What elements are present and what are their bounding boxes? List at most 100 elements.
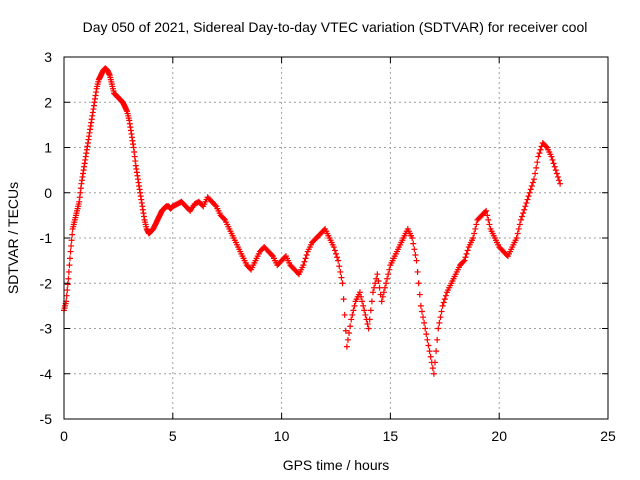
data-point [525, 193, 532, 200]
data-point [412, 251, 419, 258]
data-point [342, 327, 349, 334]
data-point [527, 186, 534, 193]
data-point [523, 199, 530, 206]
data-point [349, 311, 356, 318]
data-point [333, 250, 339, 257]
data-point [361, 307, 368, 314]
data-point [414, 268, 421, 275]
data-point [364, 320, 371, 327]
data-point [68, 242, 75, 249]
data-point [383, 280, 390, 287]
data-point [356, 289, 363, 296]
data-point [526, 189, 533, 196]
data-point [513, 235, 520, 241]
data-point [421, 319, 428, 326]
data-point [529, 179, 536, 186]
data-point [410, 240, 417, 247]
data-point [69, 231, 76, 238]
data-point [531, 176, 538, 183]
data-point [517, 216, 524, 223]
data-point [550, 160, 557, 167]
data-point [462, 254, 469, 261]
data-point [422, 325, 429, 332]
y-tick-label: -1 [40, 230, 53, 246]
data-point [520, 210, 527, 217]
data-point [521, 206, 528, 213]
data-point [535, 153, 542, 160]
data-point [220, 215, 227, 222]
data-point [432, 359, 439, 366]
data-point [359, 298, 366, 305]
data-point [343, 343, 350, 350]
data-point [300, 262, 307, 269]
data-point [330, 244, 337, 251]
x-tick-label: 10 [274, 428, 290, 444]
data-point [516, 221, 523, 228]
data-point [486, 221, 493, 228]
data-point [386, 266, 393, 273]
data-point [376, 284, 383, 291]
data-point [470, 235, 477, 241]
data-point [350, 307, 357, 314]
data-point [351, 302, 358, 309]
data-point [68, 237, 75, 244]
data-point [549, 156, 556, 163]
data-point [368, 298, 375, 305]
data-point [441, 296, 448, 303]
data-point [303, 251, 310, 258]
data-point [472, 225, 479, 232]
data-point [552, 167, 559, 174]
y-axis-ticks: 3 2 1 0 -1 -2 -3 -4 -5 [40, 49, 608, 427]
x-tick-label: 25 [600, 428, 616, 444]
x-axis-label: GPS time / hours [283, 457, 390, 473]
data-point [433, 348, 440, 355]
data-point [434, 336, 441, 343]
data-point [413, 257, 420, 264]
data-point [548, 153, 555, 160]
data-point [556, 177, 563, 184]
data-point [66, 262, 73, 269]
data-point [542, 143, 549, 150]
data-point [362, 311, 369, 318]
data-point [65, 275, 72, 282]
data-point [378, 298, 385, 305]
data-point [346, 330, 353, 337]
data-point [442, 292, 449, 299]
data-point [485, 216, 492, 223]
y-tick-label: 2 [44, 94, 52, 110]
x-tick-label: 0 [60, 428, 68, 444]
data-point [381, 284, 388, 291]
data-point [67, 248, 74, 255]
data-point [427, 353, 434, 360]
data-point [424, 336, 431, 343]
data-point [514, 230, 521, 237]
data-point [435, 325, 442, 332]
data-point [554, 173, 561, 180]
data-point [268, 251, 275, 258]
data-point [438, 308, 445, 315]
data-point [375, 277, 382, 284]
data-point [409, 235, 416, 241]
x-tick-label: 15 [383, 428, 399, 444]
data-point [372, 280, 379, 287]
data-point [331, 247, 338, 254]
data-point [63, 292, 70, 299]
data-point [532, 170, 539, 177]
data-point [439, 302, 446, 309]
data-point [334, 254, 341, 261]
data-point [436, 319, 443, 326]
data-point [464, 247, 471, 254]
data-point [340, 296, 347, 303]
data-point [385, 271, 392, 278]
data-point [515, 225, 522, 232]
data-point [358, 293, 365, 300]
y-tick-label: 0 [44, 185, 52, 201]
data-point [64, 287, 71, 294]
data-point [369, 289, 376, 296]
data-point [336, 263, 343, 270]
data-point [533, 164, 540, 171]
data-point [365, 325, 372, 332]
data-point [338, 274, 345, 281]
x-axis-ticks: 0 5 10 15 20 25 [60, 57, 616, 444]
